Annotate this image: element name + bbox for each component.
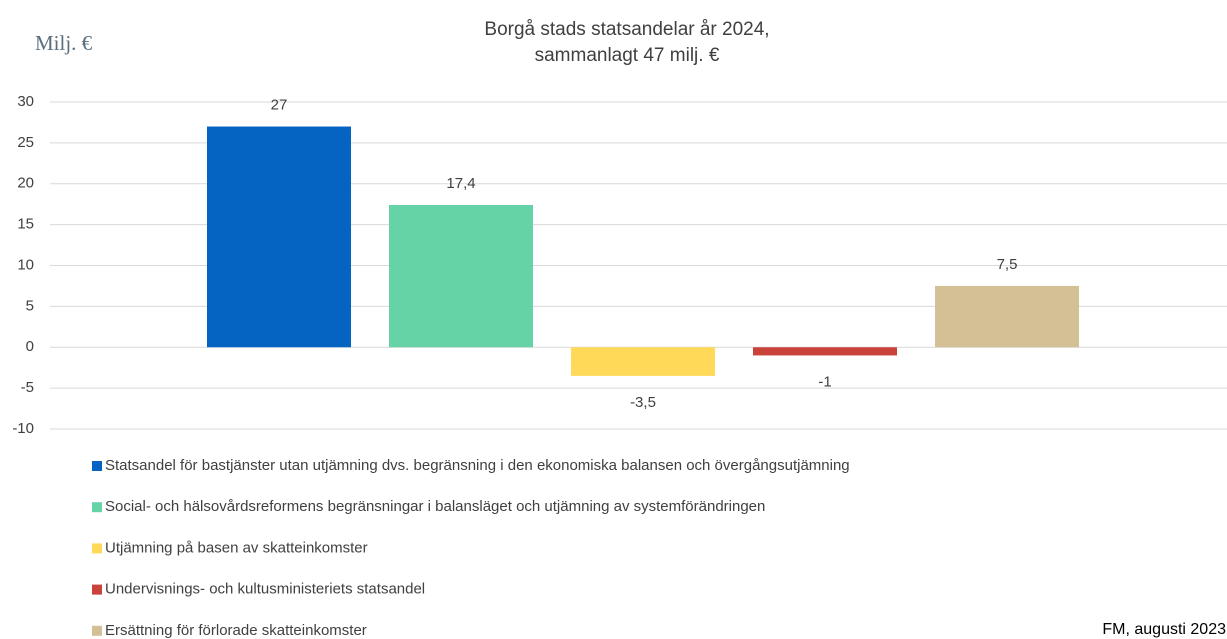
legend-label: Utjämning på basen av skatteinkomster — [105, 539, 368, 556]
y-tick-label: 20 — [17, 175, 34, 192]
legend-label: Statsandel för bastjänster utan utjämnin… — [105, 457, 850, 474]
legend-label: Ersättning för förlorade skatteinkomster — [105, 622, 367, 639]
bar — [935, 285, 1079, 348]
data-label: -1 — [818, 373, 831, 390]
chart-subtitle: sammanlagt 47 milj. € — [535, 45, 720, 66]
y-tick-label: 25 — [17, 134, 34, 151]
y-tick-label: 0 — [26, 338, 34, 355]
y-tick-label: 30 — [17, 93, 34, 110]
data-label: -3,5 — [630, 394, 656, 411]
data-label: 17,4 — [446, 175, 475, 192]
legend-swatch — [92, 502, 102, 513]
y-tick-label: 10 — [17, 256, 34, 273]
source: FM, augusti 2023 — [1102, 621, 1226, 638]
legend-label: Social- och hälsovårdsreformens begränsn… — [105, 498, 765, 515]
bar — [753, 347, 897, 356]
data-label: 27 — [271, 96, 288, 113]
legend-swatch — [92, 625, 102, 636]
y-tick-label: -5 — [21, 379, 34, 396]
y-tick-label: 5 — [26, 297, 34, 314]
legend-swatch — [92, 543, 102, 554]
bar — [571, 347, 715, 376]
bar — [207, 126, 351, 348]
data-label: 7,5 — [997, 256, 1018, 273]
bar — [389, 205, 533, 348]
legend-label: Undervisnings- och kultusministeriets st… — [105, 581, 425, 598]
y-axis-label: Milj. € — [35, 31, 93, 55]
chart-title: Borgå stads statsandelar år 2024, — [484, 19, 769, 40]
legend-swatch — [92, 461, 102, 471]
y-tick-label: -10 — [12, 420, 34, 437]
y-tick-label: 15 — [17, 216, 34, 233]
legend-swatch — [92, 584, 102, 595]
